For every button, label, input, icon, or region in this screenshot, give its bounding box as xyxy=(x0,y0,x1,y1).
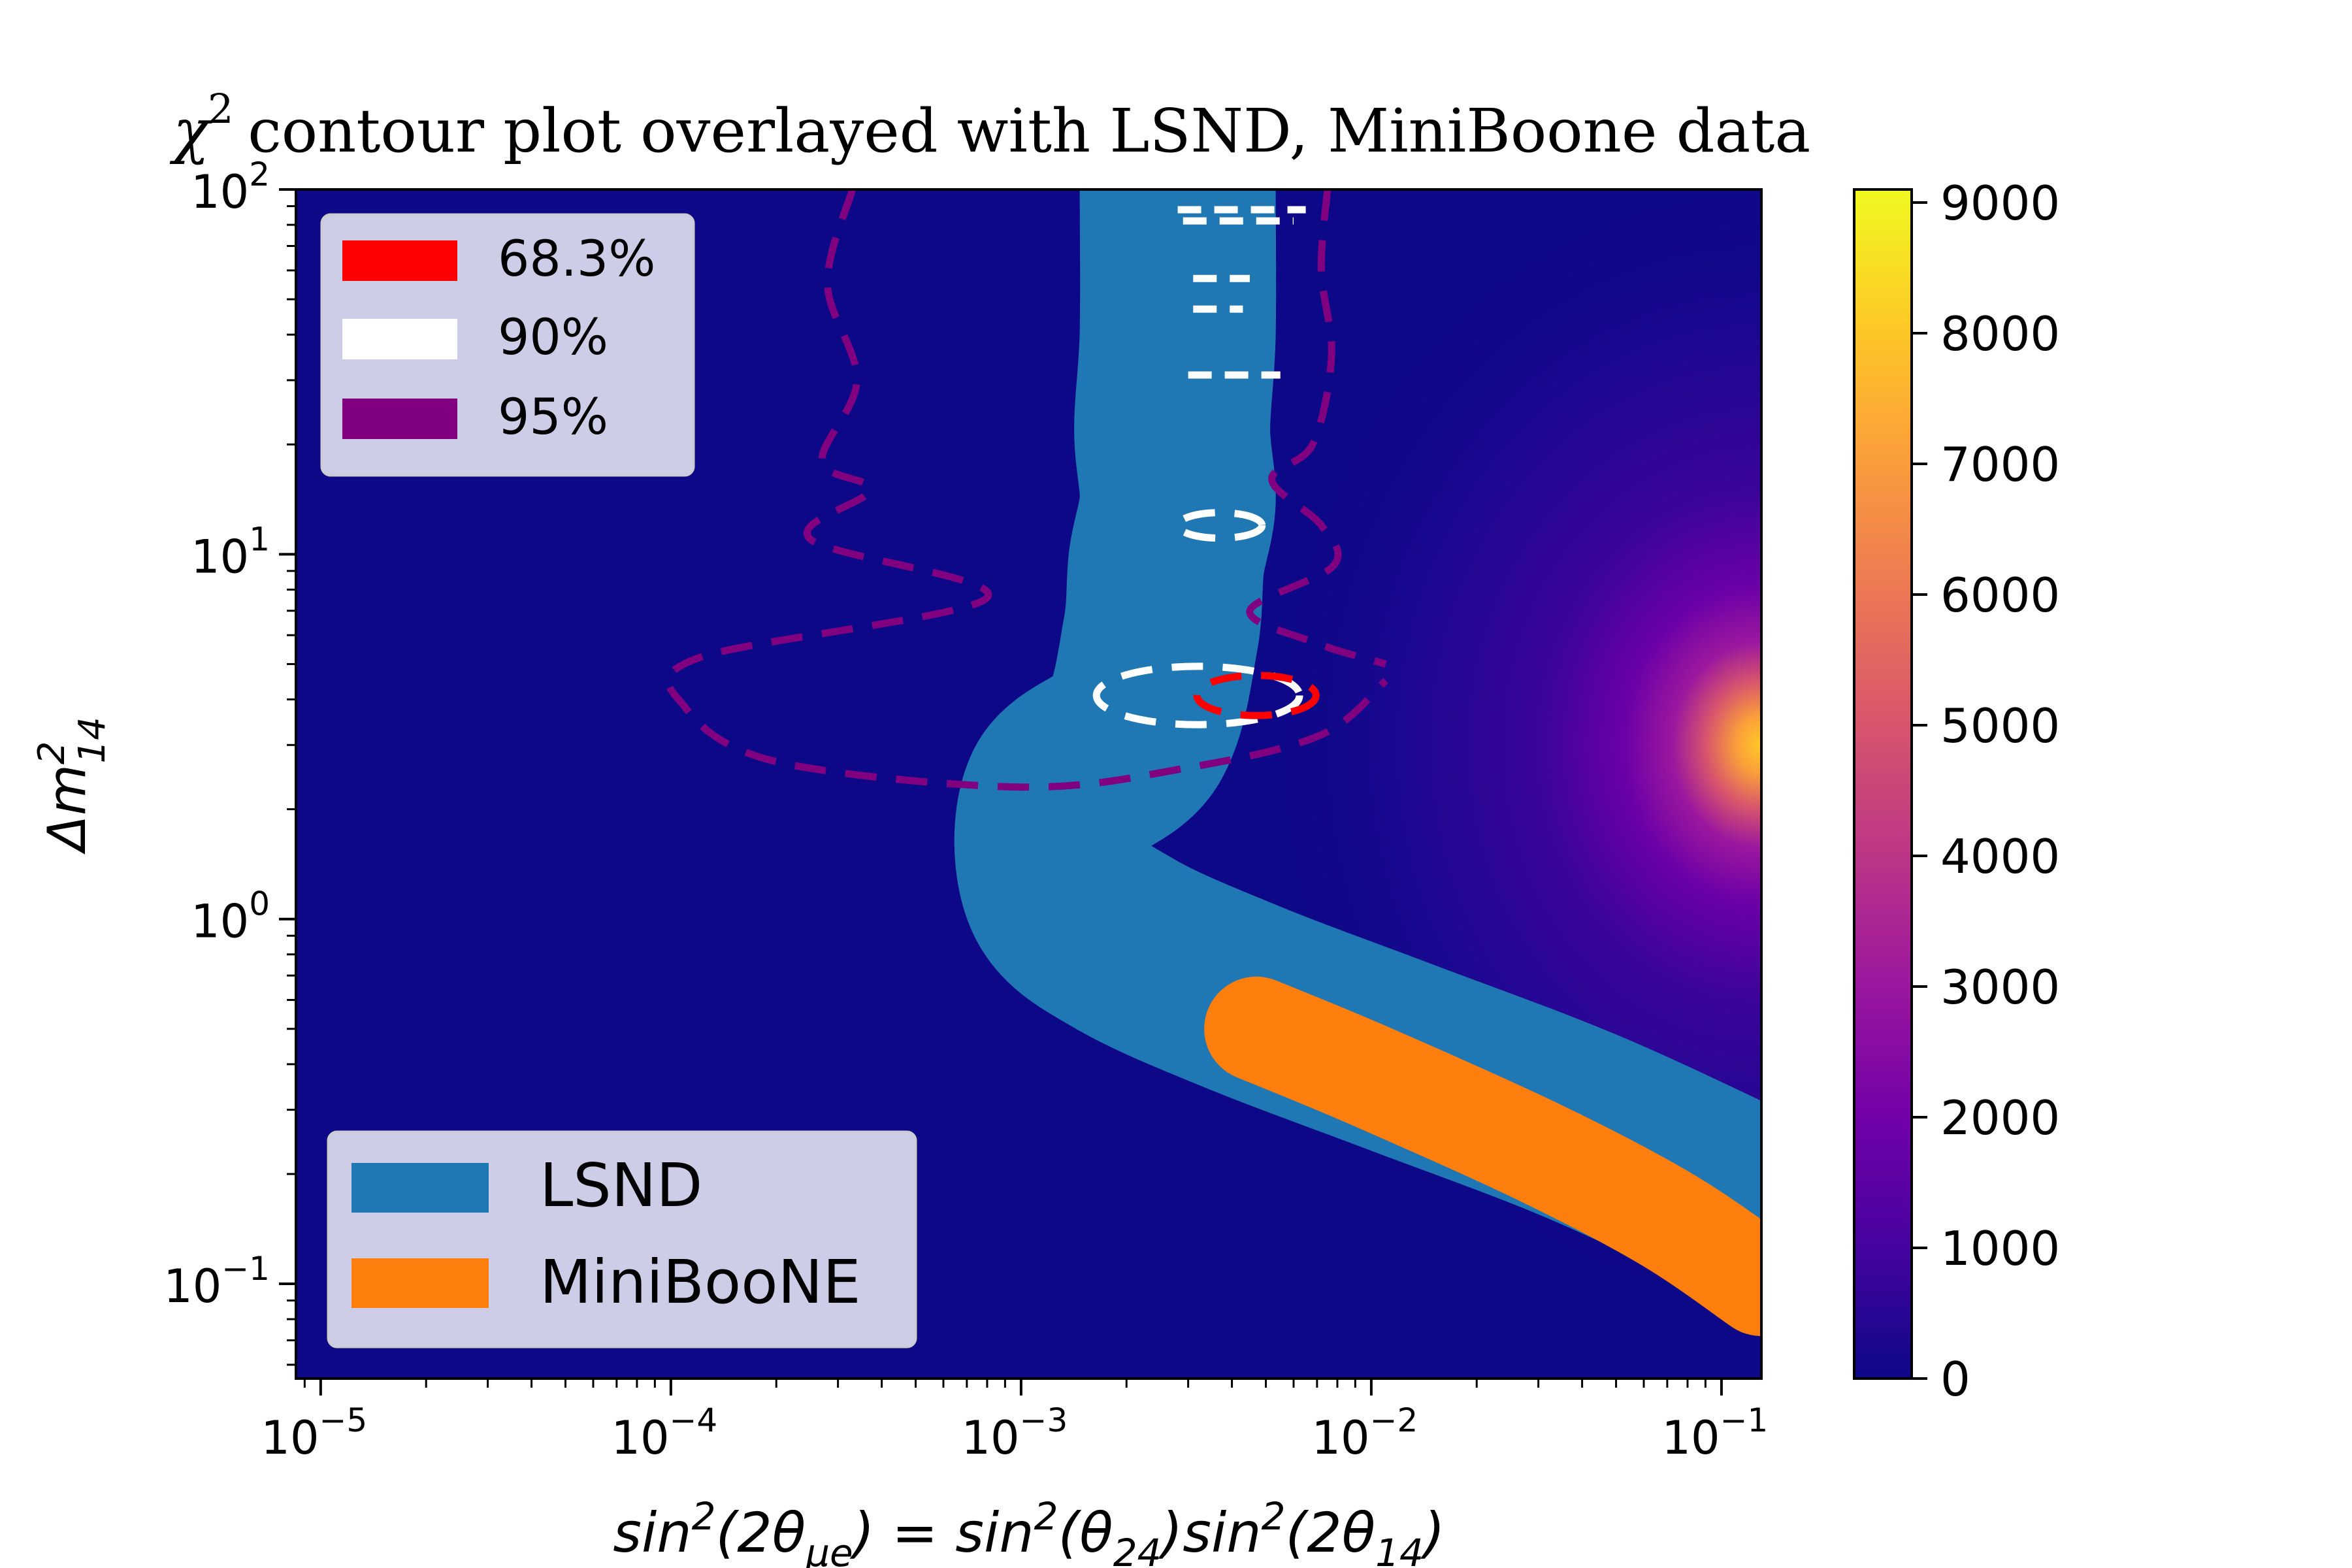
legend-swatch-95 xyxy=(342,399,457,439)
plot-frame xyxy=(295,188,1763,1380)
x-axis: 10−5 10−4 10−3 10−2 10−1 xyxy=(261,1379,1768,1465)
legend-label-90: 90% xyxy=(498,308,608,366)
legend-label-lsnd: LSND xyxy=(540,1151,702,1220)
x-tick-label: 10−5 xyxy=(261,1401,367,1465)
y-axis-label: Δm214 xyxy=(31,717,114,855)
colorbar-tick-label: 9000 xyxy=(1940,176,2060,231)
colorbar-tick-label: 1000 xyxy=(1940,1221,2060,1276)
colorbar-tick-label: 4000 xyxy=(1940,829,2060,884)
y-tick-label: 101 xyxy=(191,520,270,583)
title-text: contour plot overlayed with LSND, MiniBo… xyxy=(229,96,1810,166)
contour-90-upper xyxy=(1174,509,1266,542)
y-tick-label: 102 xyxy=(191,155,270,219)
contour-95-left xyxy=(664,189,1388,791)
contour-95-right xyxy=(1246,189,1387,668)
x-tick-label: 10−4 xyxy=(611,1401,717,1465)
colorbar-tick-label: 8000 xyxy=(1940,306,2060,361)
chart-title: χ 2 contour plot overlayed with LSND, Mi… xyxy=(169,85,1810,166)
y-tick-label: 10−1 xyxy=(163,1250,270,1313)
colorbar-tick-label: 6000 xyxy=(1940,568,2060,623)
x-tick-label: 10−2 xyxy=(1312,1401,1418,1465)
x-axis-title: sin2(2θμe) = sin2(θ24)sin2(2θ14) xyxy=(613,1494,1445,1568)
legend-swatch-90 xyxy=(342,319,457,359)
y-axis-title: Δm214 xyxy=(31,717,114,855)
legend-swatch-miniboone xyxy=(351,1258,489,1308)
title-chi-symbol: χ xyxy=(169,96,213,166)
miniboone-allowed-region xyxy=(1204,976,1761,1336)
contour-90-main xyxy=(1092,662,1303,728)
x-tick-label: 10−3 xyxy=(961,1401,1068,1465)
contour-68-3 xyxy=(1193,672,1320,719)
y-tick-label: 100 xyxy=(191,885,270,949)
colorbar-tick-label: 7000 xyxy=(1940,437,2060,492)
legend-swatch-lsnd xyxy=(351,1163,489,1213)
legend-label-95: 95% xyxy=(498,387,608,446)
colorbar-gradient xyxy=(1853,188,1913,1380)
colorbar-tick-label: 2000 xyxy=(1940,1090,2060,1145)
x-tick-label: 10−1 xyxy=(1662,1401,1769,1465)
x-axis-label: sin2(2θμe) = sin2(θ24)sin2(2θ14) xyxy=(613,1494,1445,1568)
contour-legend: 68.3% 90% 95% xyxy=(320,213,695,477)
colorbar-tick-label: 5000 xyxy=(1940,698,2060,753)
region-legend: LSND MiniBooNE xyxy=(327,1130,917,1348)
colorbar: 0 1000 2000 3000 4000 5000 6000 7000 8000 9000 xyxy=(1853,176,2060,1407)
legend-label-miniboone: MiniBooNE xyxy=(540,1247,860,1317)
colorbar-tick-label: 0 xyxy=(1940,1352,1970,1407)
title-chi-exponent: 2 xyxy=(208,85,233,133)
colorbar-tick-label: 3000 xyxy=(1940,960,2060,1015)
legend-label-68-3: 68.3% xyxy=(498,229,655,287)
legend-swatch-68-3 xyxy=(342,240,457,281)
y-axis: 10−1 100 101 102 xyxy=(163,155,296,1366)
